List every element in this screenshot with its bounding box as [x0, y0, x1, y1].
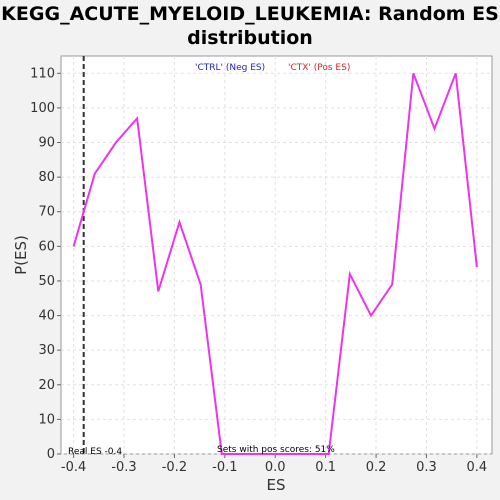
real-es-annotation: Real ES -0.4 [68, 447, 122, 457]
y-tick-label: 20 [38, 378, 55, 393]
plot-area [60, 55, 493, 455]
x-tick-label: -0.4 [61, 460, 86, 475]
x-axis-ticks: -0.4 -0.3 -0.2 -0.1 0.0 0.1 0.2 0.3 0.4 [61, 454, 487, 475]
y-tick-label: 80 [38, 170, 55, 185]
x-tick-label: 0.2 [366, 460, 387, 475]
es-distribution-line [72, 72, 478, 455]
x-axis-label: ES [267, 476, 286, 494]
chart-title-line1: KEGG_ACUTE_MYELOID_LEUKEMIA: Random ES [1, 3, 499, 25]
y-axis-ticks: 0 10 20 30 40 50 60 70 80 90 100 110 [30, 66, 61, 462]
y-tick-label: 110 [30, 66, 55, 81]
x-tick-label: -0.2 [162, 460, 187, 475]
y-tick-label: 70 [38, 205, 55, 220]
legend-neg-es: 'CTRL' (Neg ES) [195, 63, 265, 73]
y-tick-label: 100 [30, 101, 55, 116]
chart-title: KEGG_ACUTE_MYELOID_LEUKEMIA: Random ES d… [0, 2, 500, 50]
y-tick-label: 0 [47, 447, 55, 462]
grid-lines [61, 56, 492, 455]
y-tick-label: 50 [38, 274, 55, 289]
x-tick-label: 0.0 [265, 460, 286, 475]
x-tick-label: 0.3 [416, 460, 437, 475]
y-tick-label: 60 [38, 239, 55, 254]
y-axis-label: P(ES) [12, 235, 30, 275]
y-tick-label: 90 [38, 136, 55, 151]
legend-pos-es: 'CTX' (Pos ES) [288, 63, 350, 73]
x-tick-label: -0.3 [111, 460, 136, 475]
chart-title-line2: distribution [187, 27, 313, 49]
y-tick-label: 40 [38, 309, 55, 324]
x-tick-label: 0.4 [467, 460, 488, 475]
pos-scores-annotation: Sets with pos scores: 51% [217, 445, 335, 455]
y-tick-label: 30 [38, 343, 55, 358]
x-tick-label: -0.1 [212, 460, 237, 475]
y-tick-label: 10 [38, 412, 55, 427]
x-tick-label: 0.1 [315, 460, 336, 475]
